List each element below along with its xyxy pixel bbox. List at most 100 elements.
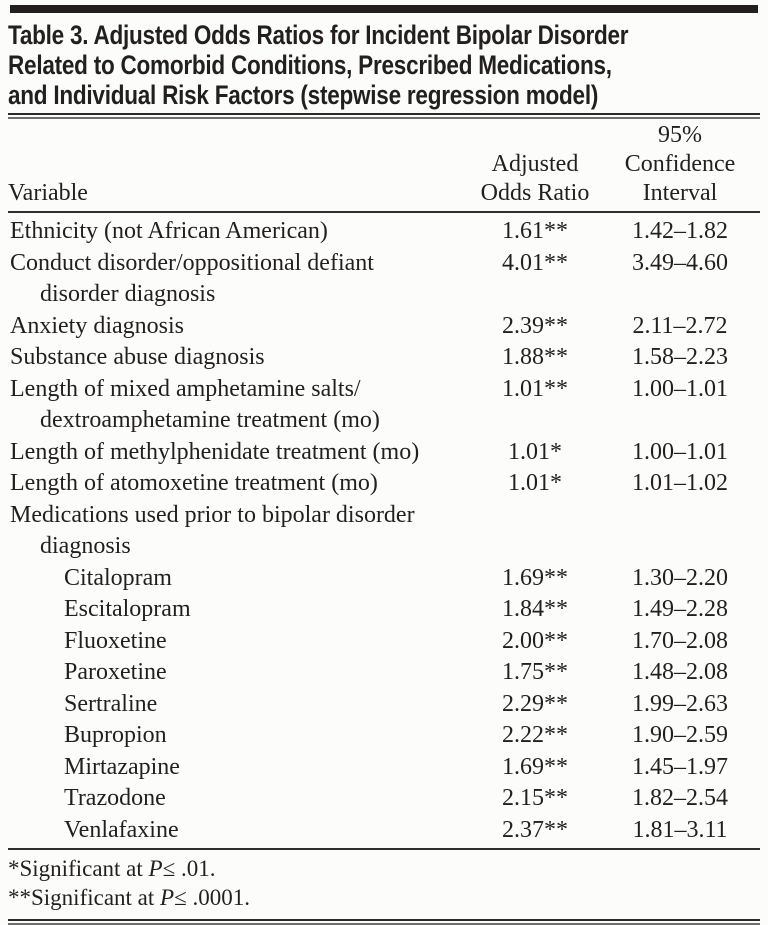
table-row: Anxiety diagnosis 2.39** 2.11–2.72 [8,311,760,343]
row-adjusted-odds-ratio-value: 2.39** [502,312,568,339]
row-variable-label: Conduct disorder/oppositional defiant dis… [8,248,470,311]
column-header-ci-line-1: 95% [658,122,702,148]
row-adjusted-odds-ratio-value: 1.01* [508,470,562,496]
table-row: Paroxetine 1.75** 1.48–2.08 [8,657,760,689]
row-variable-label-line: Venlafaxine [64,816,179,843]
footnote-double-asterisk: **Significant at P≤ .0001. [8,883,760,912]
row-variable-label-line: Length of methylphenidate treatment (mo) [10,438,420,465]
row-variable-label-line: Trazodone [64,785,166,811]
row-confidence-interval-value: 1.70–2.08 [632,627,728,654]
row-confidence-interval-value: 1.82–2.54 [632,785,728,811]
table-row: Medications used prior to bipolar disord… [8,500,760,563]
row-confidence-interval-value: 1.48–2.08 [632,659,728,685]
column-header-ci-line-2: Confidence [624,151,736,177]
row-variable-label-line: Medications used prior to bipolar disord… [10,501,415,528]
row-variable-label: Anxiety diagnosis [8,311,470,343]
table-header-row: Variable Adjusted Odds Ratio 95% Confide… [8,119,760,211]
footnote-2-p-symbol: P [160,885,175,910]
row-confidence-interval-value: 3.49–4.60 [632,249,728,276]
row-variable-label-line: Mirtazapine [64,753,180,780]
journal-table-figure: Table 3. Adjusted Odds Ratios for Incide… [8,5,760,925]
row-variable-label-line: Conduct disorder/oppositional defiant [10,249,374,276]
row-variable-label-line: disorder diagnosis [40,281,216,307]
row-variable-label: Bupropion [8,720,470,752]
row-confidence-interval-value: 1.99–2.63 [632,690,728,717]
row-adjusted-odds-ratio-value: 1.61** [502,218,568,244]
row-variable-label-line: dextroamphetamine treatment (mo) [40,407,380,433]
table-body: Ethnicity (not African American) 1.61** 1.… [8,213,760,848]
footnote-1-suffix: ≤ .01. [162,856,216,881]
row-variable-label-line: Paroxetine [64,659,167,685]
row-adjusted-odds-ratio-value: 1.84** [502,596,568,622]
row-adjusted-odds-ratio-value: 1.88** [502,344,568,370]
footnote-2-prefix: **Significant at [8,885,161,910]
row-variable-label: Escitalopram [8,594,470,626]
row-adjusted-odds-ratio-value: 2.29** [502,690,568,717]
row-variable-label-line: Substance abuse diagnosis [10,344,265,370]
column-header-variable-label: Variable [8,180,88,206]
row-confidence-interval-value: 1.01–1.02 [632,470,728,496]
row-variable-label: Paroxetine [8,657,470,689]
row-variable-label-line: Citalopram [64,564,172,591]
row-confidence-interval-value: 1.30–2.20 [632,564,728,591]
row-variable-label: Substance abuse diagnosis [8,342,470,374]
row-variable-label-line: Length of mixed amphetamine salts/ [10,375,361,402]
row-confidence-interval-value: 1.90–2.59 [632,722,728,748]
row-variable-label-line: Ethnicity (not African American) [10,218,328,244]
table-row: Mirtazapine 1.69** 1.45–1.97 [8,752,760,784]
table-title-line-2: Related to Comorbid Conditions, Prescrib… [8,50,612,80]
row-variable-label: Venlafaxine [8,815,470,847]
table-bottom-rule [8,919,760,925]
row-variable-label: Mirtazapine [8,752,470,784]
row-variable-label-line: Bupropion [64,722,167,748]
table-row: Trazodone 2.15** 1.82–2.54 [8,783,760,815]
title-bottom-rule [8,113,760,119]
column-header-aor-line-1: Adjusted [491,151,579,177]
row-variable-label-line: Fluoxetine [64,627,167,654]
table-row: Substance abuse diagnosis 1.88** 1.58–2.23 [8,342,760,374]
table-row: Bupropion 2.22** 1.90–2.59 [8,720,760,752]
footnote-2-suffix: ≤ .0001. [174,885,250,910]
row-variable-label: Medications used prior to bipolar disord… [8,500,470,563]
row-adjusted-odds-ratio-value: 2.37** [502,816,568,843]
row-adjusted-odds-ratio-value: 1.75** [502,659,568,685]
table-row: Ethnicity (not African American) 1.61** 1.… [8,216,760,248]
row-variable-label-line: Sertraline [64,690,158,717]
body-bottom-rule [8,848,760,850]
row-adjusted-odds-ratio-value: 1.69** [502,564,568,591]
table-title-line-3: and Individual Risk Factors (stepwise re… [8,80,599,110]
row-variable-label: Sertraline [8,689,470,721]
row-variable-label: Ethnicity (not African American) [8,216,470,248]
table-row: Length of methylphenidate treatment (mo)… [8,437,760,469]
table-row: Conduct disorder/oppositional defiant dis… [8,248,760,311]
row-variable-label: Citalopram [8,563,470,595]
table-row: Escitalopram 1.84** 1.49–2.28 [8,594,760,626]
row-adjusted-odds-ratio-value: 1.01** [502,375,568,402]
row-adjusted-odds-ratio-value: 2.00** [502,627,568,654]
column-header-ci-line-3: Interval [642,180,718,206]
table-row: Length of mixed amphetamine salts/dextro… [8,374,760,437]
table-row: Citalopram 1.69** 1.30–2.20 [8,563,760,595]
row-variable-label: Trazodone [8,783,470,815]
row-variable-label-line: Anxiety diagnosis [10,312,184,339]
row-confidence-interval-value: 1.00–1.01 [632,438,728,465]
column-header-confidence-interval: 95% Confidence Interval [600,121,760,208]
row-variable-label-line: Length of atomoxetine treatment (mo) [10,470,378,496]
row-confidence-interval-value: 1.45–1.97 [632,753,728,780]
footnote-1-p-symbol: P [148,856,163,881]
row-variable-label: Length of mixed amphetamine salts/dextro… [8,374,470,437]
row-confidence-interval-value: 1.42–1.82 [632,218,728,244]
row-variable-label: Length of atomoxetine treatment (mo) [8,468,470,500]
row-adjusted-odds-ratio-value: 2.22** [502,722,568,748]
footnote-1-prefix: *Significant at [8,856,149,881]
row-variable-label-line: Escitalopram [64,596,191,622]
table-row: Fluoxetine 2.00** 1.70–2.08 [8,626,760,658]
row-variable-label: Fluoxetine [8,626,470,658]
row-variable-label: Length of methylphenidate treatment (mo) [8,437,470,469]
row-confidence-interval-value: 1.81–3.11 [632,816,728,843]
table-row: Sertraline 2.29** 1.99–2.63 [8,689,760,721]
row-adjusted-odds-ratio-value: 4.01** [502,249,568,276]
row-variable-label-line: diagnosis [40,533,131,559]
row-confidence-interval-value: 1.49–2.28 [632,596,728,622]
row-adjusted-odds-ratio-value: 2.15** [502,785,568,811]
